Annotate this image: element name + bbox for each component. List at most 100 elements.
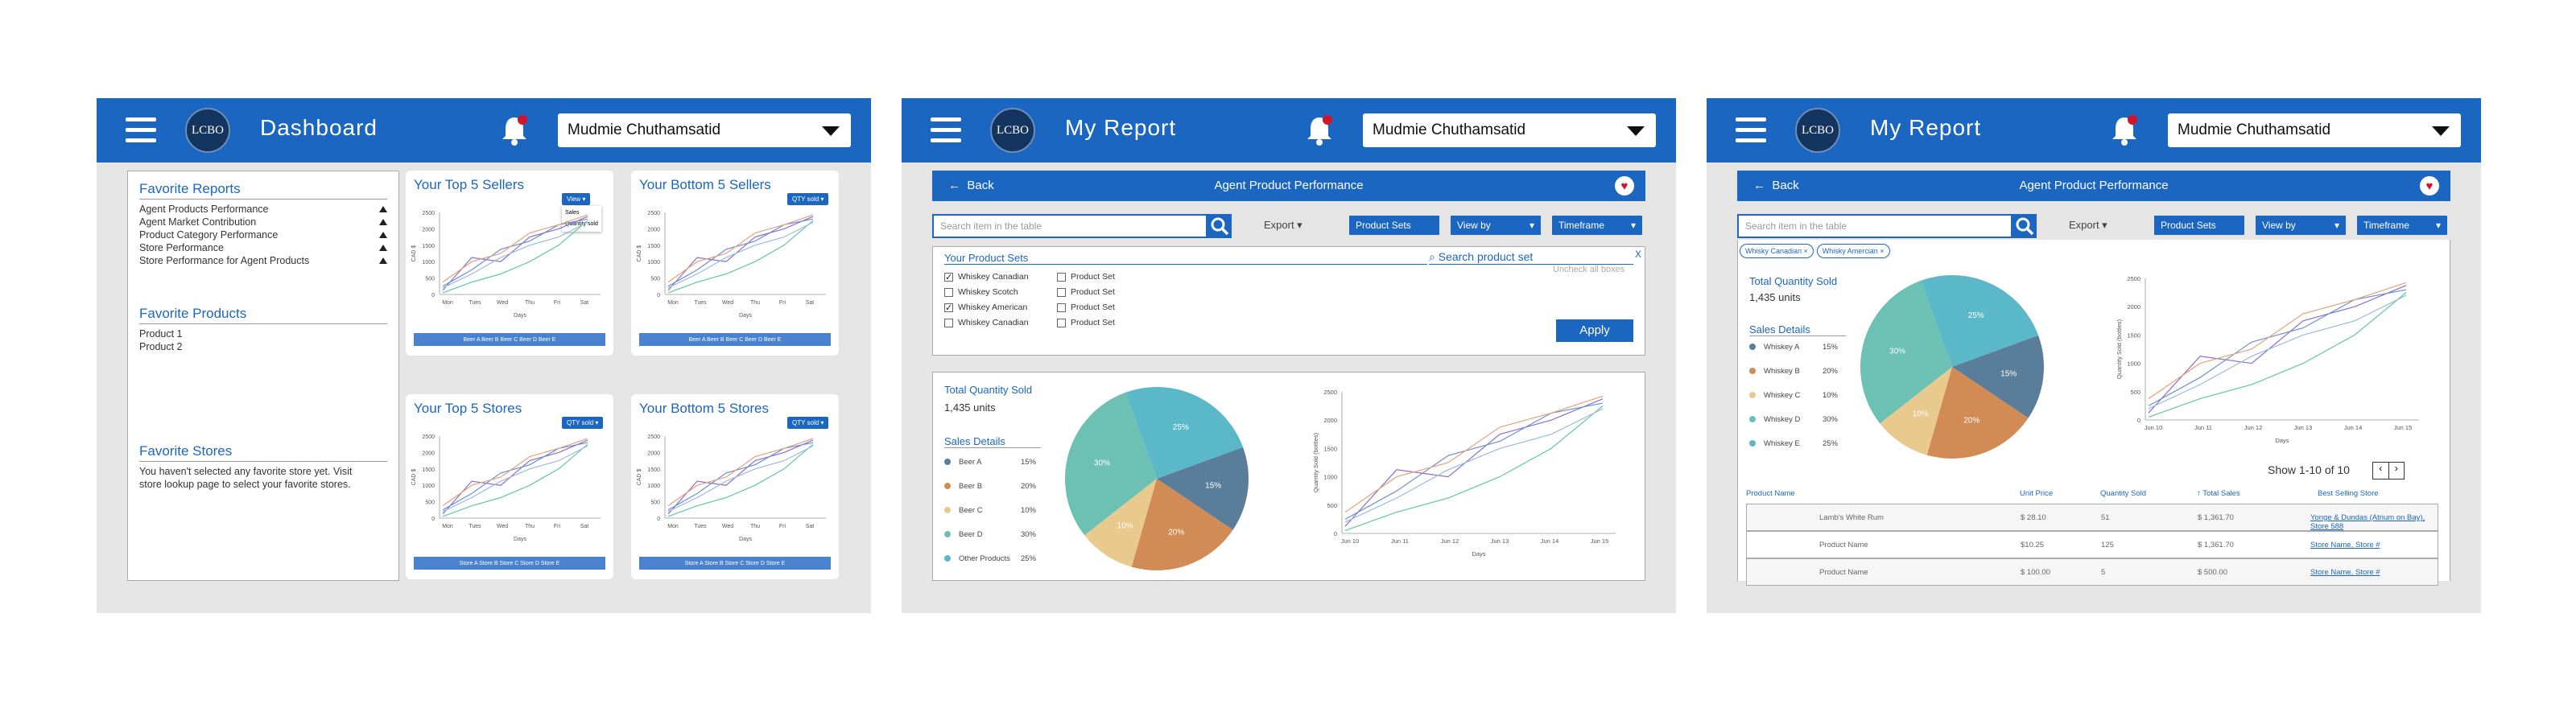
- checkbox-icon[interactable]: [944, 270, 953, 286]
- product-set-checkbox[interactable]: Whiskey Canadian: [944, 315, 1029, 331]
- hamburger-icon[interactable]: [931, 117, 961, 143]
- export-button[interactable]: Export ▾: [2069, 219, 2107, 231]
- pie-slice-label: 10%: [1117, 522, 1133, 531]
- checkbox-icon[interactable]: [944, 318, 953, 327]
- sales-detail-name: Whiskey B: [1764, 366, 1800, 376]
- checkbox-icon[interactable]: [1057, 272, 1066, 282]
- view-by-label: View by: [1457, 220, 1491, 231]
- user-select[interactable]: Mudmie Chuthamsatid: [2168, 113, 2461, 147]
- product-set-label: Whiskey Canadian: [958, 272, 1029, 282]
- legend-swatch: [944, 459, 951, 465]
- table-cell[interactable]: Yonge & Dundas (Atrium on Bay), Store 58…: [2310, 513, 2425, 531]
- column-header[interactable]: Best Selling Store: [2318, 489, 2379, 498]
- checkbox-icon[interactable]: [944, 301, 953, 316]
- bell-icon[interactable]: [499, 114, 530, 146]
- drag-handle-icon[interactable]: [379, 245, 387, 251]
- menu-item-sales[interactable]: Sales: [565, 210, 580, 216]
- heart-icon[interactable]: ♥: [2420, 176, 2439, 196]
- checkbox-icon[interactable]: [1057, 318, 1066, 327]
- product-set-checkbox[interactable]: Whiskey American: [944, 300, 1029, 316]
- qty-dropdown-button[interactable]: QTY sold ▾: [562, 417, 604, 429]
- user-select[interactable]: Mudmie Chuthamsatid: [1363, 113, 1656, 147]
- search-icon[interactable]: [2013, 214, 2037, 238]
- table-row[interactable]: Product Name $ 100.00 5 $ 500.00 Store Name,…: [1746, 558, 2438, 586]
- favorite-report-item[interactable]: Store Performance: [139, 241, 387, 254]
- timeframe-button[interactable]: Timeframe ▾: [2357, 216, 2447, 235]
- product-set-checkbox[interactable]: Product Set: [1057, 285, 1115, 300]
- close-icon[interactable]: X: [1635, 249, 1642, 260]
- qty-dropdown-button[interactable]: QTY sold ▾: [787, 417, 829, 429]
- hamburger-icon[interactable]: [1736, 117, 1766, 143]
- heart-icon[interactable]: ♥: [1615, 176, 1634, 196]
- hamburger-icon[interactable]: [126, 117, 156, 143]
- dashboard-screen: LCBO Dashboard Mudmie Chuthamsatid Favor…: [97, 98, 871, 613]
- top-bar: LCBO My Report Mudmie Chuthamsatid: [902, 98, 1676, 163]
- favorite-report-item[interactable]: Store Performance for Agent Products: [139, 254, 387, 267]
- view-by-button[interactable]: View by ▾: [2256, 216, 2346, 235]
- timeframe-button[interactable]: Timeframe ▾: [1552, 216, 1642, 235]
- table-cell[interactable]: Store Name, Store #: [2310, 568, 2380, 577]
- favorite-product-item[interactable]: Product 1: [139, 328, 183, 340]
- table-row[interactable]: Lamb's White Rum $ 28.10 51 $ 1,361.70 Yonge…: [1746, 504, 2438, 531]
- favorite-report-item[interactable]: Product Category Performance: [139, 228, 387, 241]
- product-set-checkbox[interactable]: Product Set: [1057, 270, 1115, 285]
- menu-item-quantity[interactable]: Quantity sold: [565, 221, 598, 227]
- back-button[interactable]: ← Back: [948, 179, 994, 192]
- product-sets-button[interactable]: Product Sets: [2154, 216, 2244, 235]
- report-title-bar: ← Back Agent Product Performance ♥: [1737, 171, 2450, 201]
- product-set-checkbox[interactable]: Product Set: [1057, 315, 1115, 331]
- search-input[interactable]: Search item in the table: [1737, 214, 2013, 238]
- sales-detail-row: Other Products 25%: [944, 546, 1036, 570]
- product-sets-button[interactable]: Product Sets: [1349, 216, 1439, 235]
- favorite-reports-title: Favorite Reports: [139, 181, 387, 200]
- apply-button[interactable]: Apply: [1556, 319, 1633, 342]
- line-chart: 2500 2000 1500 1000 500 0 Jun 10 Jun 11 Jun 12 Ju…: [2116, 275, 2419, 444]
- report-screen-table: LCBO My Report Mudmie Chuthamsatid ← Bac…: [1707, 98, 2481, 613]
- total-quantity-title: Total Quantity Sold: [1749, 275, 1838, 287]
- product-set-label: Product Set: [1071, 303, 1115, 312]
- column-header[interactable]: Quantity Sold: [2100, 489, 2147, 498]
- product-set-checkbox[interactable]: Product Set: [1057, 300, 1115, 315]
- caret-down-icon: ▾: [1529, 220, 1534, 231]
- pie-slice-label: 25%: [1173, 423, 1189, 432]
- column-header[interactable]: ↑ Total Sales: [2197, 489, 2240, 498]
- filter-tag[interactable]: Whisky Amercian ×: [1816, 244, 1890, 258]
- search-input[interactable]: Search item in the table: [932, 214, 1208, 238]
- caret-down-icon: ▾: [1630, 220, 1636, 231]
- product-set-checkbox[interactable]: Whiskey Scotch: [944, 285, 1029, 300]
- chevron-right-icon[interactable]: ›: [2394, 463, 2398, 474]
- bell-icon[interactable]: [2109, 114, 2140, 146]
- favorite-report-item[interactable]: Agent Products Performance: [139, 203, 387, 216]
- checkbox-icon[interactable]: [1057, 303, 1066, 312]
- checkbox-icon[interactable]: [944, 287, 953, 297]
- search-product-set-input[interactable]: ⌕ Search product set: [1429, 250, 1633, 265]
- view-dropdown-button[interactable]: View ▾: [562, 193, 591, 205]
- filter-tag[interactable]: Whisky Canadian ×: [1740, 244, 1814, 258]
- favorite-product-item[interactable]: Product 2: [139, 341, 183, 352]
- table-row[interactable]: Product Name $10.25 125 $ 1,361.70 Store Nam…: [1746, 531, 2438, 558]
- uncheck-all-link[interactable]: Uncheck all boxes: [1553, 265, 1625, 274]
- chevron-left-icon[interactable]: ‹: [2373, 463, 2389, 479]
- column-header[interactable]: Product Name: [1746, 489, 1795, 498]
- line-chart: 2500 2000 1500 1000 500 0 Jun 10 Jun 11 Jun 12 Ju…: [1312, 389, 1616, 558]
- view-by-button[interactable]: View by ▾: [1451, 216, 1541, 235]
- product-set-checkbox[interactable]: Whiskey Canadian: [944, 270, 1029, 286]
- user-select[interactable]: Mudmie Chuthamsatid: [558, 113, 851, 147]
- drag-handle-icon[interactable]: [379, 219, 387, 225]
- back-button[interactable]: ← Back: [1753, 179, 1799, 192]
- drag-handle-icon[interactable]: [379, 232, 387, 238]
- drag-handle-icon[interactable]: [379, 206, 387, 212]
- bell-icon[interactable]: [1304, 114, 1335, 146]
- column-header[interactable]: Unit Price: [2020, 489, 2054, 498]
- search-icon[interactable]: [1208, 214, 1232, 238]
- table-cell[interactable]: Store Name, Store #: [2310, 541, 2380, 550]
- drag-handle-icon[interactable]: [379, 257, 387, 264]
- x-tick-label: Jun 12: [1441, 537, 1459, 545]
- export-button[interactable]: Export ▾: [1264, 219, 1302, 231]
- qty-dropdown-button[interactable]: QTY sold ▾: [787, 193, 829, 205]
- arrow-left-icon: ←: [948, 179, 968, 192]
- favorite-report-item[interactable]: Agent Market Contribution: [139, 216, 387, 228]
- total-quantity-value: 1,435 units: [1749, 291, 1801, 303]
- page-title: My Report: [1870, 115, 1982, 140]
- checkbox-icon[interactable]: [1057, 287, 1066, 297]
